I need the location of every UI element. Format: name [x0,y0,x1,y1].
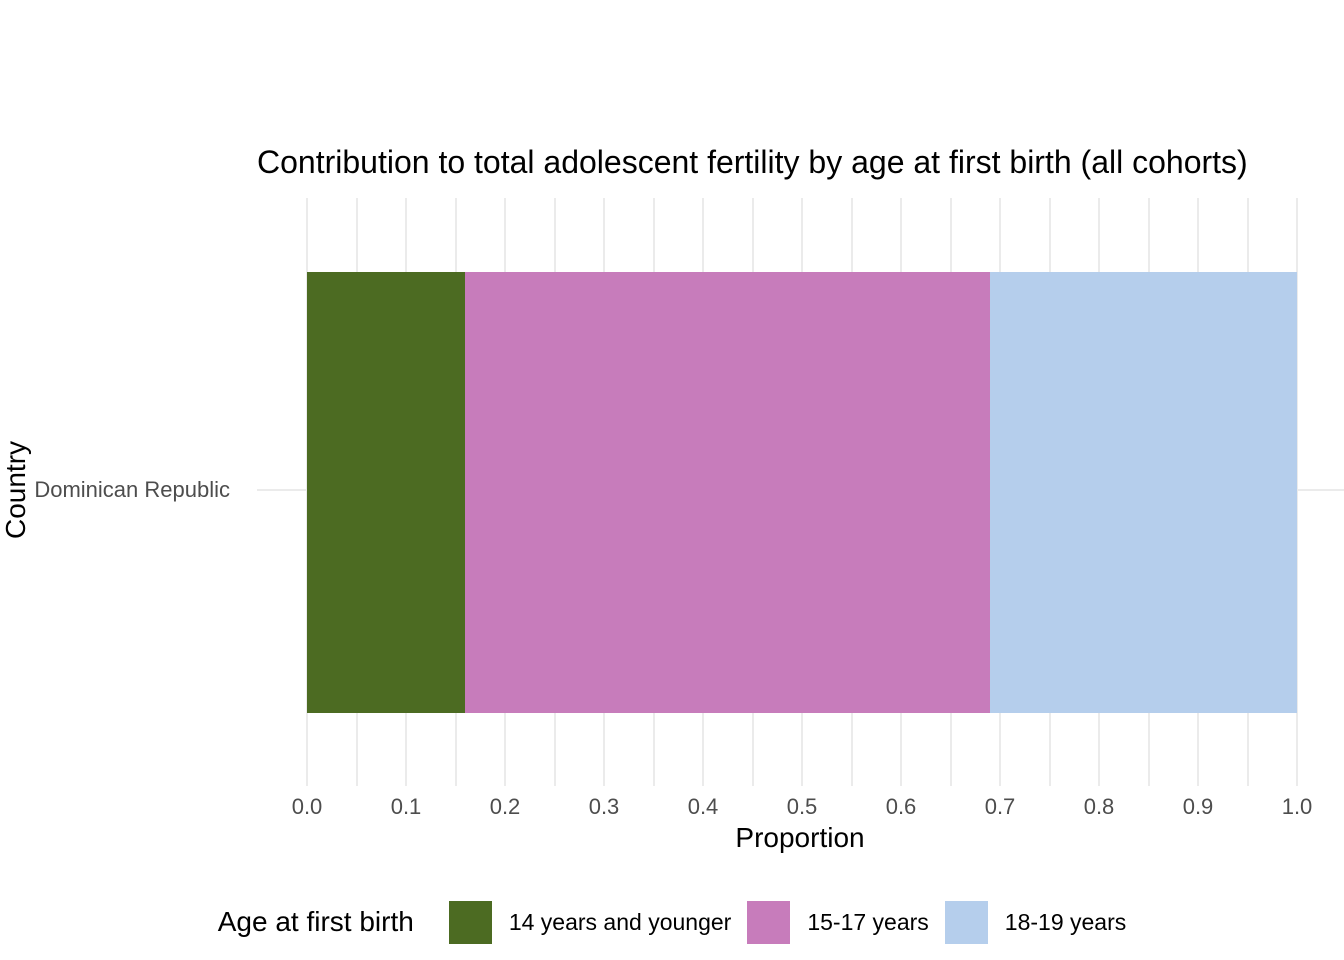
x-tick-label: 0.6 [885,794,917,819]
x-tick-label: 1.0 [1281,794,1313,819]
x-tick-label: 0.8 [1083,794,1115,819]
legend-label: 18-19 years [1004,908,1127,935]
legend-swatch-icon [747,900,791,944]
x-tick-label: 0.2 [489,794,521,819]
plot-panel [257,198,1344,786]
legend-title: Age at first birth [217,906,414,937]
legend: Age at first birth 14 years and younger 1… [0,898,1344,946]
legend-entry: 14 years and younger [448,900,732,944]
legend-label: 14 years and younger [508,908,732,935]
x-tick-label: 0.1 [390,794,422,819]
x-tick-label: 0.4 [687,794,719,819]
x-tick-label: 0.0 [291,794,323,819]
x-tick-label: 0.7 [984,794,1016,819]
legend-label: 15-17 years [807,908,929,935]
legend-entry: 15-17 years [747,900,929,944]
x-tick-label: 0.5 [786,794,818,819]
chart-title: Contribution to total adolescent fertili… [257,144,1248,180]
legend-entry: 18-19 years [944,900,1127,944]
x-tick-label: 0.3 [588,794,620,819]
legend-swatch-icon [944,900,988,944]
legend-swatch-icon [448,900,492,944]
y-axis-title: Country [0,440,31,540]
x-tick-label: 0.9 [1182,794,1214,819]
bar-segment-15-17-years [465,272,991,713]
x-axis-title: Proportion [735,822,865,853]
bar-segment-14-years-and-younger [307,272,466,713]
y-tick-label: Dominican Republic [34,477,230,502]
bar-segment-18-19-years [990,272,1297,713]
gridline-major [1296,198,1298,786]
